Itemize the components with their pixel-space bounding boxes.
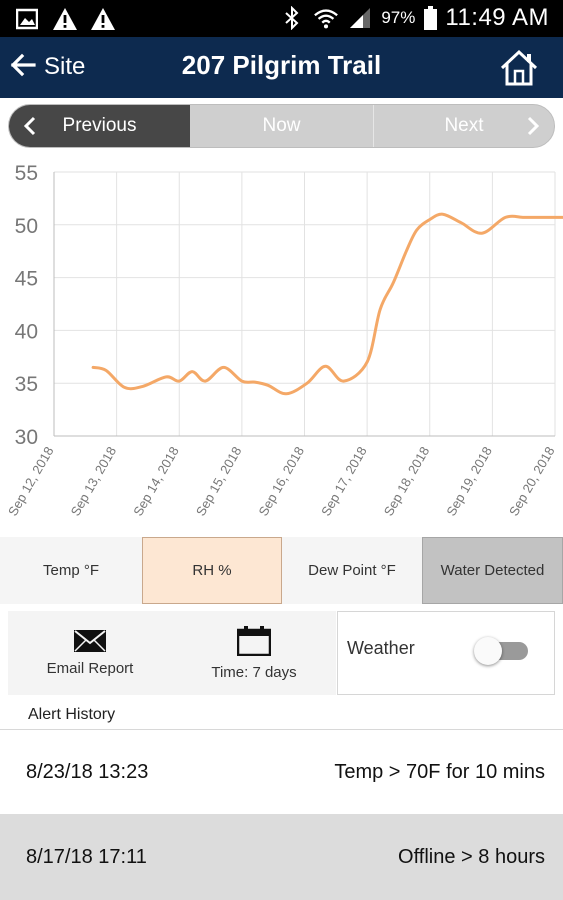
y-tick-label: 35	[15, 373, 38, 396]
bluetooth-icon	[279, 5, 305, 31]
next-label: Next	[444, 115, 484, 136]
tab-temp-label: Temp °F	[42, 562, 99, 579]
home-icon	[500, 49, 538, 86]
warning-icon	[90, 6, 116, 32]
now-label: Now	[262, 115, 301, 136]
x-tick-label: Sep 16, 2018	[255, 444, 307, 518]
alert-text: Offline > 8 hours	[398, 845, 545, 868]
x-tick-label: Sep 12, 2018	[5, 444, 57, 518]
tab-dew-point-label: Dew Point °F	[308, 562, 396, 579]
x-tick-label: Sep 14, 2018	[130, 444, 182, 518]
x-tick-label: Sep 15, 2018	[193, 444, 245, 518]
page-title: 207 Pilgrim Trail	[181, 50, 382, 80]
tab-temp[interactable]: Temp °F	[0, 537, 142, 604]
y-tick-label: 45	[15, 268, 38, 291]
now-button[interactable]: Now	[190, 105, 374, 147]
chevron-left-icon	[19, 115, 41, 137]
previous-button[interactable]: Previous	[9, 105, 190, 147]
tab-dew-point[interactable]: Dew Point °F	[282, 537, 422, 604]
y-tick-label: 55	[15, 162, 38, 185]
envelope-icon	[74, 629, 106, 652]
tab-water-detected[interactable]: Water Detected	[422, 537, 563, 604]
actions-row: Email Report Time: 7 days	[8, 611, 336, 695]
tab-water-detected-label: Water Detected	[440, 562, 545, 579]
wifi-icon	[313, 5, 339, 31]
x-tick-label: Sep 18, 2018	[381, 444, 433, 518]
home-button[interactable]	[499, 49, 539, 87]
divider	[0, 729, 563, 730]
email-report-label: Email Report	[46, 659, 134, 677]
battery-percent: 97%	[381, 8, 416, 27]
alert-date: 8/23/18 13:23	[26, 760, 149, 783]
calendar-icon	[237, 625, 271, 656]
alert-row[interactable]: 8/17/18 17:11 Offline > 8 hours	[0, 814, 563, 900]
alert-text: Temp > 70F for 10 mins	[334, 760, 545, 783]
rh-series-line	[91, 212, 563, 396]
x-tick-label: Sep 13, 2018	[68, 444, 120, 518]
chevron-right-icon	[522, 115, 544, 137]
back-button[interactable]: Site	[10, 49, 85, 85]
tab-rh[interactable]: RH %	[142, 537, 282, 604]
back-label: Site	[44, 53, 86, 80]
period-nav: Previous Now Next	[8, 104, 555, 148]
parameter-tabs: Temp °F RH % Dew Point °F Water Detected	[0, 537, 563, 604]
y-tick-label: 40	[15, 320, 38, 343]
x-tick-label: Sep 19, 2018	[443, 444, 495, 518]
previous-label: Previous	[62, 115, 137, 136]
clock: 11:49 AM	[445, 4, 549, 31]
status-bar: 97% 11:49 AM	[0, 0, 563, 37]
battery-icon	[423, 5, 437, 31]
rh-chart: 30 35 40 45 50 55 Sep 12, 2018 Sep 13, 2018 Sep …	[0, 160, 563, 530]
time-range-button[interactable]: Time: 7 days	[172, 611, 336, 695]
app-bar: Site 207 Pilgrim Trail	[0, 37, 563, 98]
email-report-button[interactable]: Email Report	[8, 611, 172, 695]
image-icon	[14, 6, 40, 32]
next-button[interactable]: Next	[374, 105, 554, 147]
warning-icon	[52, 6, 78, 32]
toggle-thumb	[474, 637, 502, 665]
arrow-left-icon	[10, 53, 36, 82]
x-tick-label: Sep 20, 2018	[506, 444, 558, 518]
tab-rh-label: RH %	[192, 562, 232, 579]
y-tick-label: 30	[15, 426, 38, 449]
x-tick-label: Sep 17, 2018	[318, 444, 370, 518]
alert-date: 8/17/18 17:11	[26, 845, 147, 868]
y-tick-label: 50	[15, 215, 38, 238]
time-range-label: Time: 7 days	[211, 663, 297, 681]
signal-icon	[347, 5, 373, 31]
alert-row[interactable]: 8/23/18 13:23 Temp > 70F for 10 mins	[0, 730, 563, 814]
alert-history-title: Alert History	[28, 706, 116, 723]
weather-label: Weather	[347, 638, 415, 658]
weather-toggle[interactable]	[474, 637, 532, 665]
weather-panel: Weather	[337, 611, 555, 695]
